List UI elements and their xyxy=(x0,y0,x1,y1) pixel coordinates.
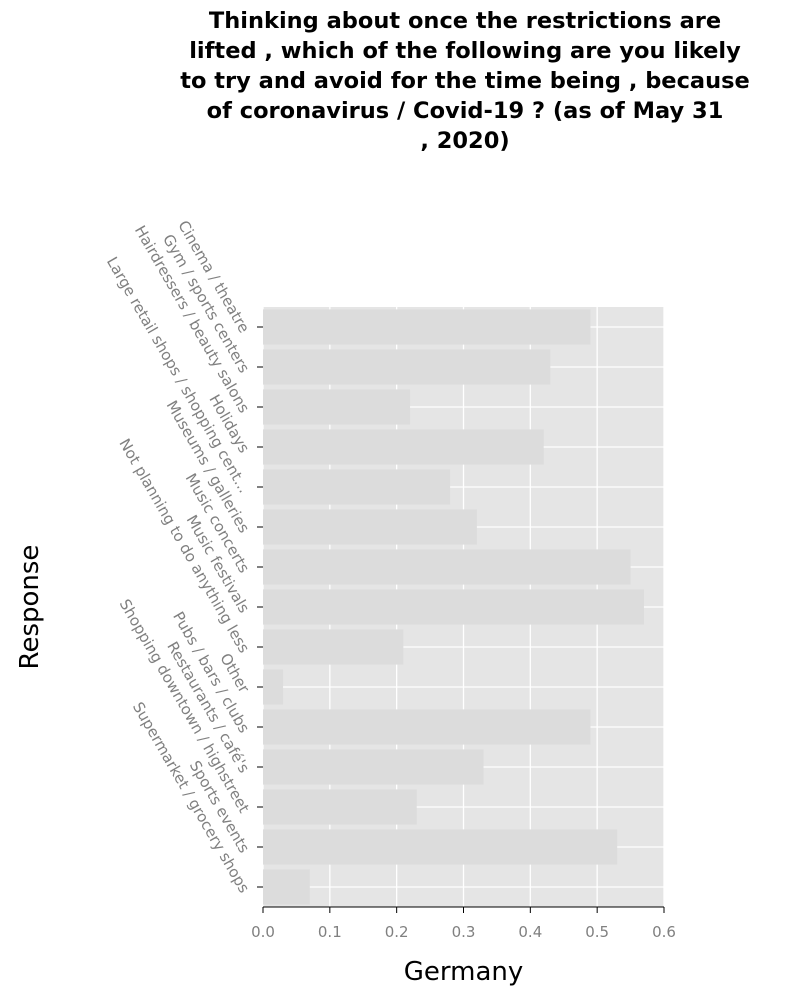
bar xyxy=(263,309,591,345)
bar xyxy=(263,349,551,385)
bar xyxy=(263,709,591,745)
x-tick-label: 0.4 xyxy=(518,923,542,941)
x-axis: 0.0 0.1 0.2 0.3 0.4 0.5 0.6 xyxy=(251,906,676,941)
bar xyxy=(263,549,631,585)
x-tick-label: 0.0 xyxy=(251,923,275,941)
bars xyxy=(263,309,644,905)
bar xyxy=(263,749,484,785)
x-tick-label: 0.6 xyxy=(652,923,676,941)
y-axis-title: Response xyxy=(15,545,45,670)
bar xyxy=(263,629,404,665)
bar xyxy=(263,509,477,545)
bar xyxy=(263,869,310,905)
bar xyxy=(263,789,417,825)
x-tick-label: 0.5 xyxy=(585,923,609,941)
bar xyxy=(263,429,544,465)
x-tick-label: 0.2 xyxy=(385,923,409,941)
bar xyxy=(263,829,618,865)
bar xyxy=(263,389,411,425)
bar xyxy=(263,469,451,505)
x-tick-label: 0.3 xyxy=(452,923,476,941)
bar xyxy=(263,589,644,625)
x-axis-title: Germany xyxy=(404,957,524,987)
x-tick-label: 0.1 xyxy=(318,923,342,941)
bar xyxy=(263,669,284,705)
chart-title: Thinking about once the restrictions are… xyxy=(180,8,750,154)
